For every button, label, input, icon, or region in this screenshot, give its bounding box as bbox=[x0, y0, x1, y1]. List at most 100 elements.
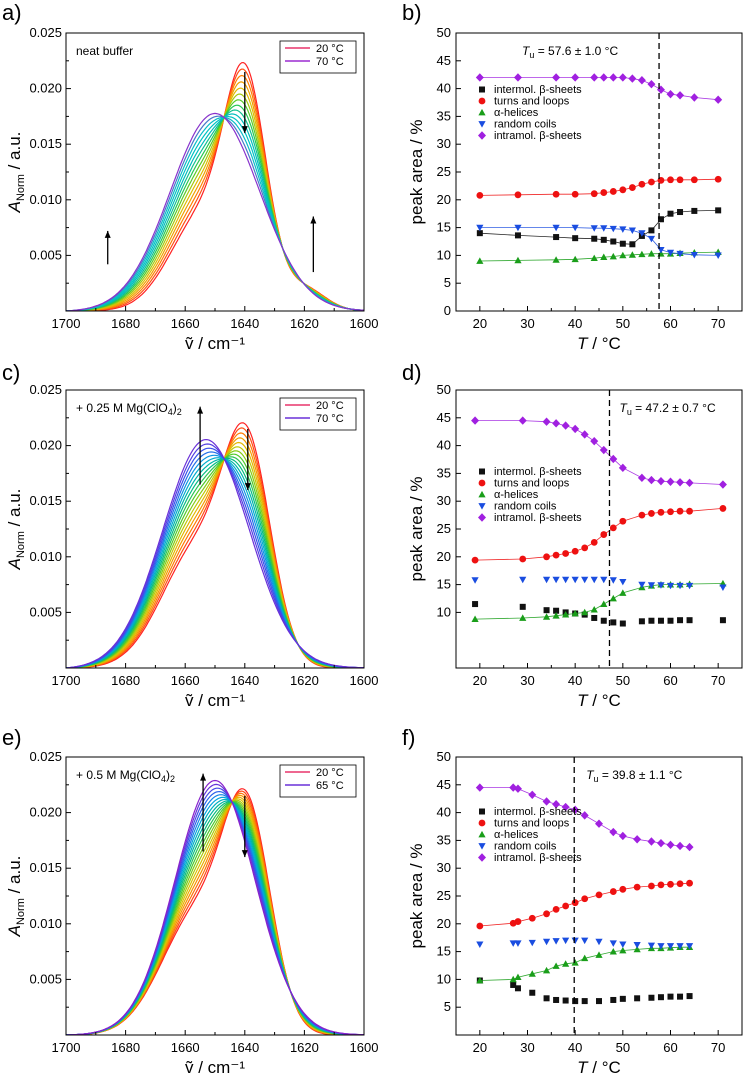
y-tick-label: 0.020 bbox=[29, 438, 62, 453]
x-tick-label: 1680 bbox=[111, 1040, 140, 1055]
marker-triangle-up bbox=[581, 954, 589, 962]
x-label-unit: / °C bbox=[588, 1058, 621, 1077]
marker-triangle-down bbox=[590, 576, 598, 584]
marker-diamond bbox=[478, 131, 486, 140]
marker-square bbox=[719, 617, 726, 624]
marker-triangle-down bbox=[638, 230, 646, 237]
marker-diamond bbox=[518, 416, 527, 425]
y-tick-label: 0.020 bbox=[29, 81, 62, 96]
marker-triangle-down bbox=[666, 249, 675, 257]
legend-label: random coils bbox=[494, 501, 557, 513]
marker-diamond bbox=[628, 74, 637, 83]
marker-triangle-up bbox=[542, 613, 551, 620]
y-tick-label: 25 bbox=[437, 164, 451, 179]
marker-circle bbox=[476, 922, 484, 930]
annotation-subscript: 2 bbox=[170, 774, 175, 784]
marker-triangle-down bbox=[676, 582, 684, 590]
marker-circle bbox=[590, 190, 598, 198]
marker-triangle-up bbox=[562, 611, 570, 618]
marker-diamond bbox=[571, 424, 580, 434]
marker-square bbox=[572, 998, 579, 1005]
marker-diamond bbox=[618, 73, 627, 82]
panel-a: 1700 1680 1660 1640 1620 1600 0.005 0.010 0.015 0… bbox=[5, 25, 378, 353]
marker-triangle-up bbox=[600, 253, 608, 260]
marker-triangle-down bbox=[562, 576, 570, 584]
change-arrow-head bbox=[197, 406, 204, 414]
y-tick-label: 0.005 bbox=[29, 247, 62, 262]
marker-circle bbox=[648, 882, 655, 890]
x-tick-label: 1600 bbox=[350, 673, 379, 688]
spectrum-curve-70C bbox=[66, 438, 364, 668]
y-tick-label: 20 bbox=[437, 192, 451, 207]
panel-letter: b) bbox=[402, 0, 422, 25]
marker-circle bbox=[686, 507, 693, 515]
x-tick-label: 1620 bbox=[290, 316, 319, 331]
marker-circle bbox=[543, 553, 550, 561]
marker-diamond bbox=[542, 797, 551, 806]
y-tick-label: 15 bbox=[437, 944, 451, 959]
y-tick-label: 40 bbox=[437, 438, 451, 453]
x-tick-label: 50 bbox=[616, 673, 630, 688]
marker-circle bbox=[514, 191, 522, 199]
panel-letter: a) bbox=[2, 0, 22, 25]
spectrum-curve-20C bbox=[66, 422, 364, 668]
marker-triangle-up bbox=[590, 254, 598, 262]
spectrum-curve-36C bbox=[66, 74, 364, 311]
marker-triangle-up bbox=[514, 973, 522, 981]
x-label-symbol: T bbox=[577, 691, 589, 710]
y-tick-label: 0.025 bbox=[29, 749, 62, 764]
marker-square bbox=[677, 993, 684, 1000]
marker-circle bbox=[600, 531, 608, 538]
x-tick-label: 30 bbox=[520, 1040, 534, 1055]
marker-circle bbox=[562, 902, 570, 910]
marker-circle bbox=[619, 186, 627, 194]
marker-triangle-down bbox=[552, 224, 560, 232]
y-axis-label: ANorm / a.u. bbox=[5, 132, 27, 214]
marker-diamond bbox=[478, 853, 486, 862]
marker-square bbox=[619, 620, 626, 627]
spectrum-curve-36C bbox=[66, 799, 364, 1035]
marker-triangle-down bbox=[685, 943, 694, 950]
x-tick-label: 50 bbox=[616, 316, 630, 331]
marker-triangle-down bbox=[609, 940, 617, 947]
legend-box bbox=[279, 40, 357, 74]
x-tick-label: 1620 bbox=[290, 1040, 319, 1055]
spectrum-curve-20C bbox=[66, 61, 364, 311]
marker-square bbox=[648, 994, 655, 1001]
marker-triangle-down bbox=[552, 576, 560, 584]
y-label-subscript: Norm bbox=[15, 174, 27, 201]
marker-square bbox=[514, 232, 521, 239]
marker-triangle-up bbox=[619, 589, 627, 596]
legend-label: 70 °C bbox=[316, 56, 344, 68]
marker-square bbox=[553, 607, 560, 614]
x-tick-label: 1640 bbox=[230, 673, 259, 688]
marker-circle bbox=[676, 880, 684, 888]
legend-label: 20 °C bbox=[316, 400, 344, 412]
marker-square bbox=[634, 995, 641, 1002]
x-tick-label: 1640 bbox=[230, 1040, 259, 1055]
marker-circle bbox=[471, 556, 479, 564]
marker-circle bbox=[590, 538, 598, 546]
marker-diamond bbox=[528, 790, 537, 800]
axes-frame bbox=[65, 389, 365, 669]
y-tick-label: 10 bbox=[437, 971, 451, 986]
x-axis-label: ṽ / cm⁻¹ bbox=[185, 1058, 245, 1077]
marker-circle bbox=[657, 881, 665, 889]
x-label-unit: / °C bbox=[588, 691, 621, 710]
x-tick-label: 40 bbox=[568, 673, 582, 688]
y-axis-label: ANorm / a.u. bbox=[5, 856, 27, 938]
x-label-symbol: T bbox=[577, 334, 589, 353]
annotation-subscript: 4 bbox=[168, 407, 173, 417]
marker-square bbox=[519, 603, 526, 610]
x-axis-label: T / °C bbox=[577, 691, 621, 710]
marker-triangle-down bbox=[666, 943, 675, 950]
marker-diamond bbox=[666, 89, 675, 99]
transition-temperature-label: Tu = 57.6 ± 1.0 °C bbox=[522, 44, 618, 60]
marker-diamond bbox=[590, 436, 599, 446]
marker-triangle-up bbox=[471, 615, 479, 622]
marker-square bbox=[691, 207, 698, 214]
y-label-subscript: Norm bbox=[15, 531, 27, 558]
marker-circle bbox=[478, 479, 486, 487]
tu-value: = 39.8 ± 1.1 °C bbox=[599, 768, 683, 782]
